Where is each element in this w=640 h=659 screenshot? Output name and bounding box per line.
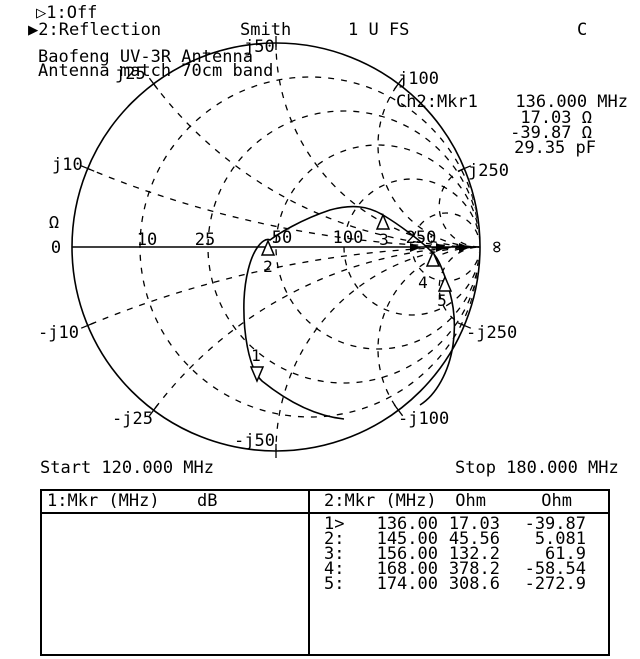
title-line-1: Baofeng UV-3R Antenna [38, 47, 253, 67]
trace-ch2 [243, 205, 456, 420]
marker-readout-resistance: 17.03 Ω [520, 108, 592, 128]
row-marker-num: 4: [324, 559, 345, 579]
table-row: 4: 168.00 378.2 -58.54 [310, 559, 608, 579]
label-neg-j250: -j250 [466, 323, 517, 343]
marker-table-ch2-body: 1> 136.00 17.03 -39.87 2: 145.00 45.56 5… [310, 514, 608, 594]
marker-labels: 1 2 3 4 5 [251, 230, 447, 365]
title-line-2: Antenna match 70cm band [38, 61, 274, 81]
row-marker-num: 3: [324, 544, 345, 564]
label-j25: j25 [115, 64, 146, 84]
row-reactance: -58.54 [524, 559, 586, 579]
row-resistance: 132.2 [448, 544, 500, 564]
marker-readout-capacitance: 29.35 pF [514, 138, 596, 158]
reactance-labels: j10 j25 j50 j100 j250 -j10 -j25 -j50 -j1… [38, 37, 517, 451]
ch2-table-unit2: Ohm [541, 491, 572, 511]
channel-2-status: ▶2:Reflection [28, 20, 162, 40]
row-resistance: 45.56 [448, 529, 500, 549]
smith-chart: 1 2 3 4 5 Ω 0 10 25 50 100 250 ∞ j10 j25… [38, 36, 517, 458]
row-reactance: 61.9 [545, 544, 586, 564]
r-circle-50 [275, 144, 479, 350]
label-neg-j25: -j25 [112, 409, 153, 429]
label-j250: j250 [468, 161, 509, 181]
x-arc-neg-j25 [73, 246, 479, 450]
label-neg-j50: -j50 [234, 431, 275, 451]
row-frequency: 174.00 [376, 574, 438, 594]
marker-readout-label: Ch2:Mkr1 [396, 92, 478, 112]
row-marker-num: 5: [324, 574, 345, 594]
smith-rim-ticks [80, 36, 472, 458]
markers [249, 213, 453, 383]
label-j50: j50 [244, 37, 275, 57]
marker-table-ch1-body [42, 514, 308, 517]
row-resistance: 378.2 [448, 559, 500, 579]
table-row: 2: 145.00 45.56 5.081 [310, 529, 608, 549]
marker-5-label: 5 [437, 291, 447, 310]
label-neg-j100: -j100 [398, 409, 449, 429]
table-row: 1> 136.00 17.03 -39.87 [310, 514, 608, 534]
axis-labels: Ω 0 10 25 50 100 250 ∞ [49, 213, 508, 258]
row-frequency: 145.00 [376, 529, 438, 549]
label-j100: j100 [398, 69, 439, 89]
sweep-start: Start 120.000 MHz [40, 458, 214, 478]
marker-2-label: 2 [263, 257, 273, 276]
ch2-table-unit1: Ohm [455, 491, 486, 511]
x-arc-neg-j10 [73, 246, 479, 450]
axis-label-0: 0 [51, 238, 61, 258]
scale-label: 1 U FS [348, 20, 410, 40]
row-marker-num: 2: [324, 529, 345, 549]
label-neg-j10: -j10 [38, 323, 79, 343]
row-reactance: 5.081 [534, 529, 586, 549]
axis-label-10: 10 [137, 230, 157, 250]
axis-label-25: 25 [195, 230, 215, 250]
row-reactance: -272.9 [524, 574, 586, 594]
marker-table-ch2-header: 2:Mkr (MHz) Ohm Ohm [310, 491, 608, 514]
marker-1-triangle [249, 366, 265, 383]
ohm-symbol: Ω [49, 213, 59, 233]
row-marker-num: 1> [324, 514, 345, 534]
ch1-table-unit: dB [197, 491, 218, 511]
x-arc-neg-j50 [275, 246, 479, 450]
row-frequency: 156.00 [376, 544, 438, 564]
ch1-table-title: 1:Mkr (MHz) [47, 491, 160, 511]
r-circle-10 [139, 76, 479, 418]
row-resistance: 308.6 [448, 574, 500, 594]
table-row: 5: 174.00 308.6 -272.9 [310, 574, 608, 594]
r-circle-25 [207, 110, 479, 384]
row-reactance: -39.87 [524, 514, 586, 534]
format-label: Smith [240, 20, 292, 40]
marker-table-ch1-header: 1:Mkr (MHz) dB [42, 491, 308, 514]
axis-label-infinity: ∞ [486, 241, 508, 252]
cal-status: C [577, 20, 588, 40]
table-row: 3: 156.00 132.2 61.9 [310, 544, 608, 564]
marker-readout-frequency: 136.000 MHz [515, 92, 628, 112]
axis-label-100: 100 [333, 228, 364, 248]
ch2-table-title: 2:Mkr (MHz) [324, 491, 437, 511]
label-j10: j10 [52, 155, 83, 175]
row-frequency: 136.00 [376, 514, 438, 534]
axis-label-250: 250 [406, 228, 437, 248]
row-resistance: 17.03 [448, 514, 500, 534]
marker-5-triangle [437, 275, 453, 292]
marker-tables: 1:Mkr (MHz) dB 2:Mkr (MHz) Ohm Ohm 1> 13… [40, 489, 610, 656]
marker-3-label: 3 [379, 230, 389, 249]
marker-1-label: 1 [251, 346, 261, 365]
channel-1-status: ▷1:Off [36, 3, 98, 23]
marker-2-triangle [260, 239, 276, 256]
marker-3-triangle [375, 213, 391, 230]
r-circle-100 [343, 178, 479, 316]
marker-readout-reactance: -39.87 Ω [510, 123, 592, 143]
marker-table-ch1: 1:Mkr (MHz) dB [42, 491, 310, 654]
axis-label-50: 50 [272, 228, 292, 248]
row-frequency: 168.00 [376, 559, 438, 579]
marker-4-triangle [425, 250, 441, 267]
marker-table-ch2: 2:Mkr (MHz) Ohm Ohm 1> 136.00 17.03 -39.… [310, 491, 608, 654]
trace-arrows [410, 243, 470, 252]
marker-4-label: 4 [418, 273, 428, 292]
sweep-stop: Stop 180.000 MHz [455, 458, 619, 478]
